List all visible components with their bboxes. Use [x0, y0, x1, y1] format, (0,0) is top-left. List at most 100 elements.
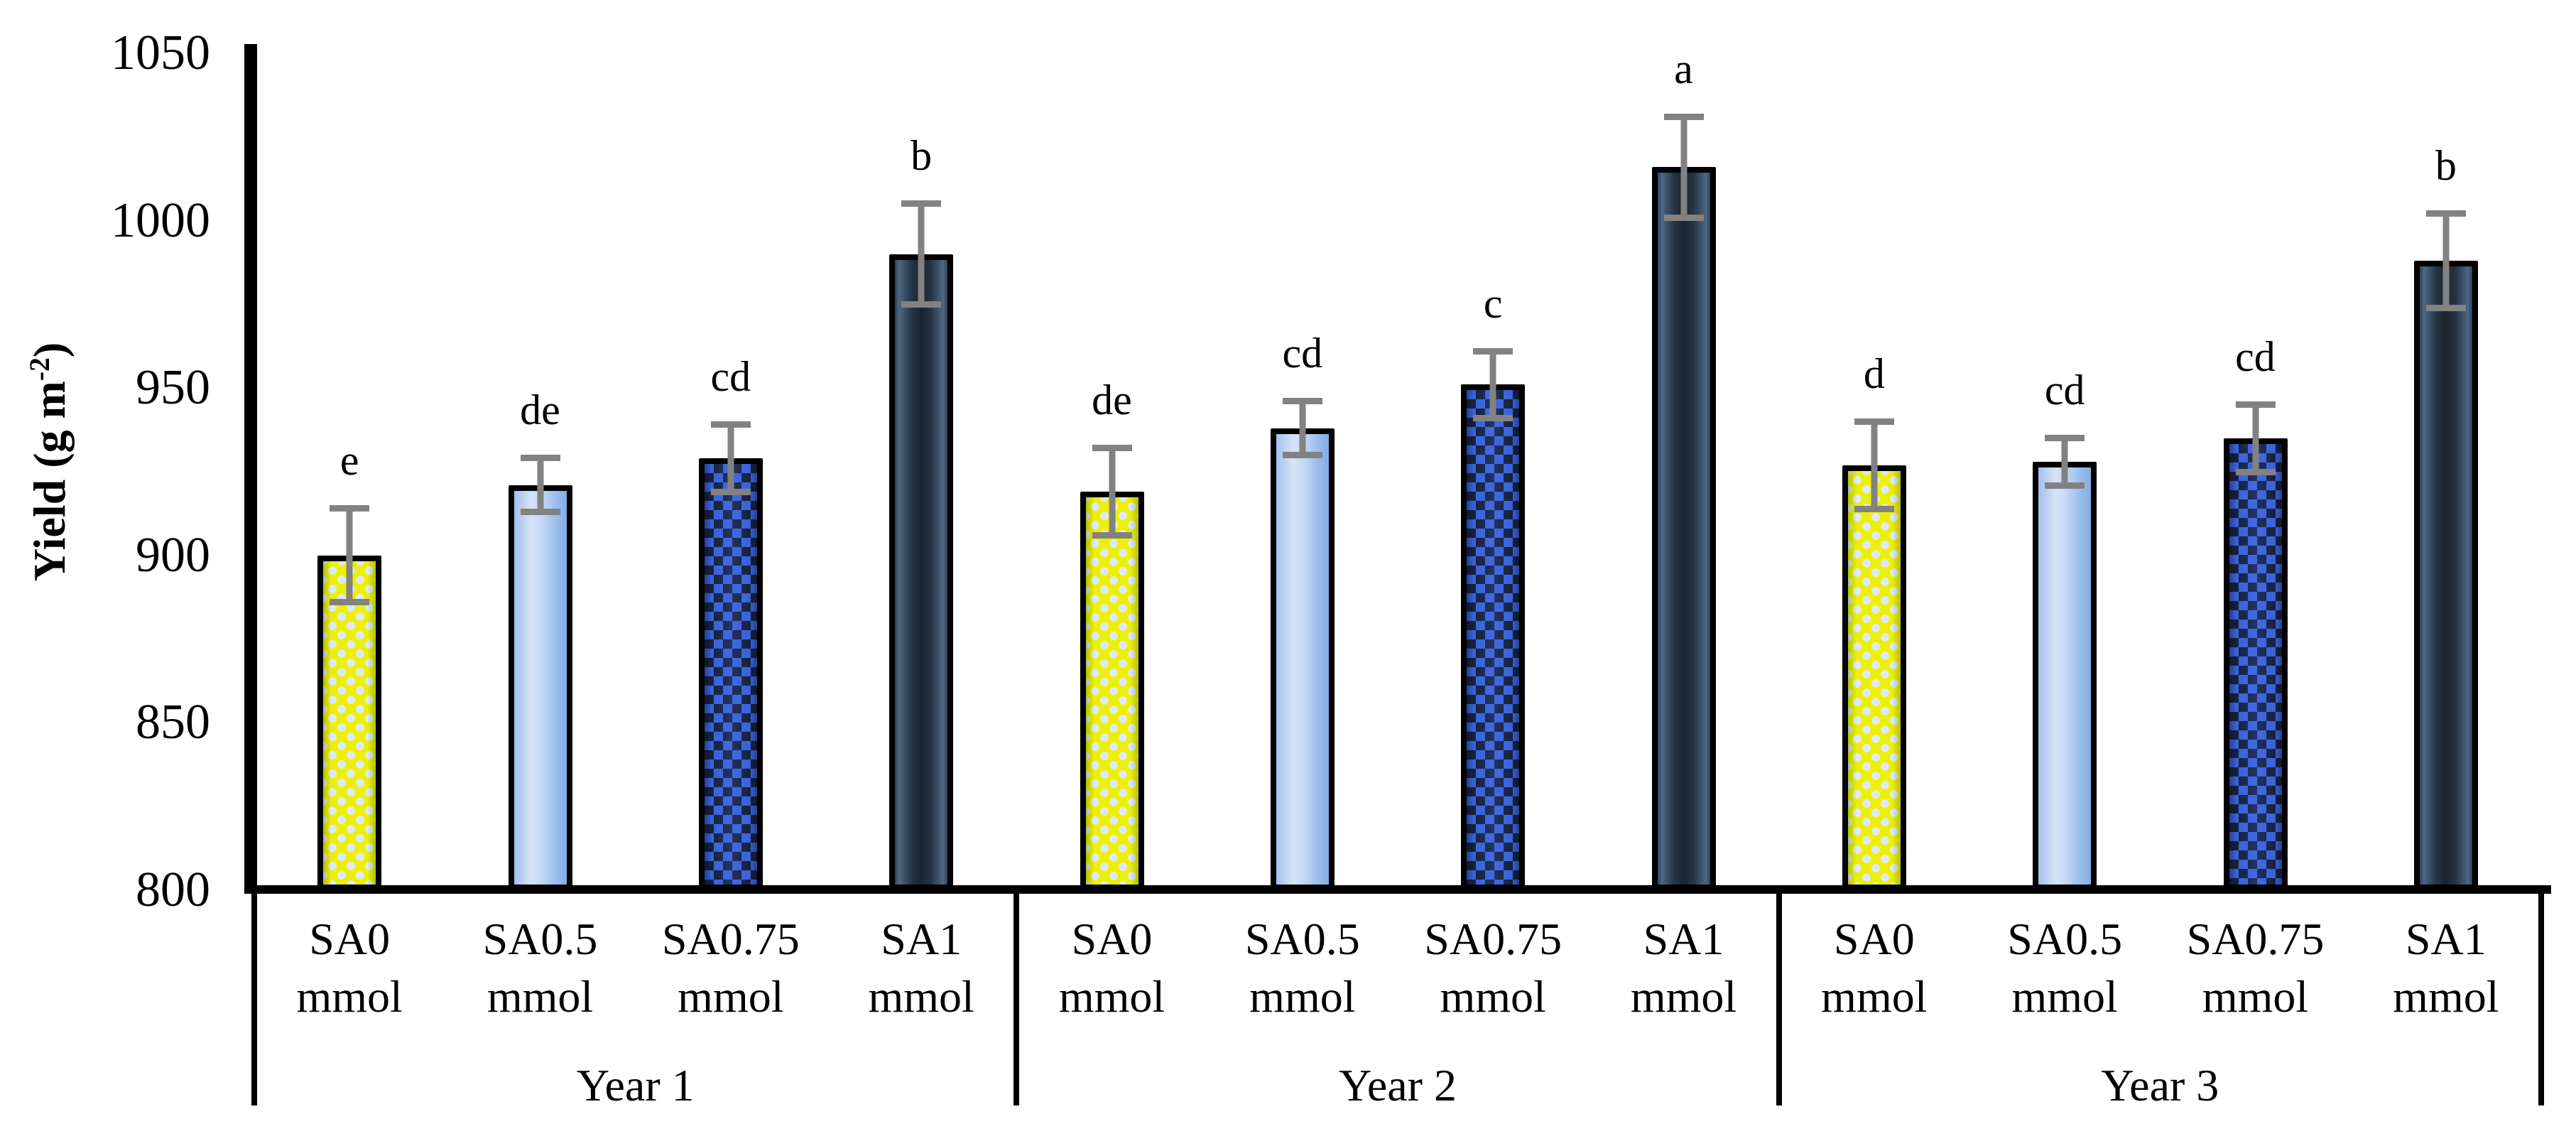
y-tick-label-1000: 1000 [111, 193, 210, 248]
y-tick-label-850: 850 [136, 695, 210, 750]
category-label-line1: SA0 [309, 914, 391, 964]
category-label-line2: mmol [1440, 971, 1546, 1022]
error-bar-stem [2252, 401, 2259, 475]
bar-year1-sa0.5 [508, 485, 572, 890]
error-bar-top-cap [2045, 435, 2085, 442]
category-label-line2: mmol [1821, 971, 1928, 1022]
error-bar-stem [2442, 210, 2450, 311]
error-bar-stem [537, 455, 543, 516]
category-label: SA0.75 mmol [1386, 910, 1599, 1025]
category-label-line2: mmol [296, 971, 403, 1022]
error-bar [1092, 445, 1132, 539]
category-label-line1: SA0 [1833, 914, 1915, 964]
significance-letter: b [2435, 142, 2457, 190]
error-bar-bottom-cap [2045, 482, 2085, 489]
bar-year2-sa0.5 [1270, 428, 1335, 890]
significance-letter: cd [2235, 333, 2276, 381]
year-group-label: Year 3 [2101, 1060, 2219, 1110]
error-bar-bottom-cap [330, 599, 370, 606]
error-bar-stem [1299, 398, 1306, 459]
error-bar-top-cap [1092, 445, 1132, 452]
error-bar-stem [1871, 418, 1878, 512]
significance-letter: cd [710, 353, 751, 401]
category-label: SA1 mmol [1577, 910, 1790, 1025]
category-label: SA0.5 mmol [434, 910, 647, 1025]
category-label-line2: mmol [678, 971, 784, 1022]
error-bar-top-cap [2235, 401, 2276, 409]
error-bar [520, 455, 560, 516]
error-bar [1282, 398, 1322, 459]
category-label-line1: SA0.5 [2007, 914, 2123, 964]
category-label: SA0 mmol [1006, 910, 1219, 1025]
category-label-line1: SA0.5 [1244, 914, 1360, 964]
y-tick-label-950: 950 [136, 360, 210, 416]
category-label: SA0 mmol [1768, 910, 1981, 1025]
year-group-label: Year 2 [1339, 1060, 1457, 1110]
bar-year1-sa0 [317, 555, 382, 890]
category-label-line2: mmol [1630, 971, 1737, 1022]
category-label: SA0.5 mmol [1958, 910, 2171, 1025]
category-label: SA1 mmol [2339, 910, 2553, 1025]
error-bar-stem [1489, 347, 1496, 422]
category-label-line1: SA0.75 [661, 914, 800, 964]
category-label-line2: mmol [487, 971, 594, 1022]
group-divider [1776, 887, 1782, 1105]
significance-letter: a [1674, 45, 1693, 92]
significance-letter: b [911, 132, 933, 180]
error-bar-stem [1680, 113, 1687, 221]
error-bar-stem [2061, 435, 2068, 489]
error-bar [330, 505, 370, 606]
error-bar [710, 421, 751, 495]
error-bar-top-cap [1854, 418, 1894, 425]
category-label-line1: SA0.75 [2186, 914, 2325, 964]
bar-year1-sa1 [889, 254, 954, 890]
x-axis-line [244, 885, 2551, 894]
error-bar-top-cap [1473, 347, 1513, 355]
error-bar-bottom-cap [2235, 468, 2276, 475]
significance-letter: cd [1282, 330, 1323, 377]
error-bar-bottom-cap [710, 488, 751, 495]
y-tick-label-800: 800 [136, 862, 210, 917]
category-label: SA0 mmol [243, 910, 456, 1025]
error-bar-bottom-cap [520, 509, 560, 516]
category-label: SA0.75 mmol [624, 910, 837, 1025]
category-label-line1: SA0 [1071, 914, 1153, 964]
error-bar-top-cap [520, 455, 560, 462]
category-label-line1: SA1 [2405, 914, 2487, 964]
category-label-line2: mmol [1249, 971, 1356, 1022]
error-bar [2235, 401, 2276, 475]
category-label-line2: mmol [2393, 971, 2499, 1022]
significance-letter: de [1092, 377, 1132, 424]
error-bar-bottom-cap [1854, 505, 1894, 512]
group-divider [2538, 887, 2544, 1105]
error-bar-top-cap [1282, 398, 1322, 405]
error-bar [2045, 435, 2085, 489]
error-bar-top-cap [901, 200, 942, 207]
category-label-line1: SA0.75 [1424, 914, 1563, 964]
category-label-line2: mmol [1058, 971, 1165, 1022]
category-label-line2: mmol [2202, 971, 2309, 1022]
category-label-line1: SA1 [1643, 914, 1724, 964]
y-axis-line [244, 44, 257, 890]
category-label: SA0.5 mmol [1196, 910, 1409, 1025]
error-bar-stem [1109, 445, 1115, 539]
error-bar-top-cap [1663, 113, 1704, 120]
bar-year3-sa1 [2413, 261, 2478, 890]
error-bar-bottom-cap [1473, 415, 1513, 422]
error-bar [1663, 113, 1704, 221]
bar-year2-sa1 [1651, 167, 1716, 890]
significance-letter: c [1483, 279, 1503, 327]
error-bar-stem [346, 505, 353, 606]
error-bar [1854, 418, 1894, 512]
error-bar-stem [918, 200, 925, 308]
category-label: SA0.75 mmol [2149, 910, 2362, 1025]
error-bar [2425, 210, 2466, 311]
category-label: SA1 mmol [815, 910, 1028, 1025]
error-bar-bottom-cap [1282, 452, 1322, 459]
y-tick-label-1050: 1050 [111, 26, 210, 80]
error-bar [901, 200, 942, 308]
error-bar-bottom-cap [901, 301, 942, 308]
bar-year3-sa0.75 [2223, 438, 2288, 890]
y-axis-title-suffix: ) [24, 342, 75, 358]
